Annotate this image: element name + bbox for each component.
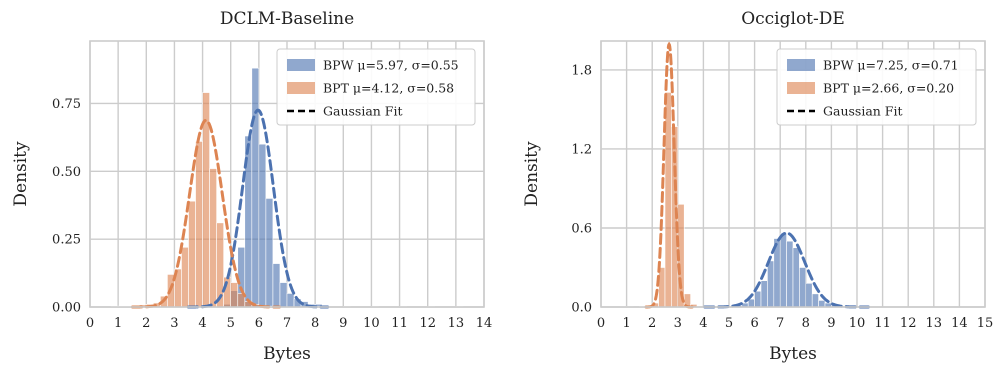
x-tick-label: 13 bbox=[926, 316, 943, 331]
histogram-bar-bpt bbox=[196, 141, 203, 307]
x-tick-label: 3 bbox=[170, 316, 178, 331]
x-tick-label: 0 bbox=[86, 316, 94, 331]
histogram-bar-bpt bbox=[659, 267, 665, 307]
legend-entry-fit: Gaussian Fit bbox=[823, 104, 903, 119]
legend-swatch-bpt bbox=[287, 82, 315, 94]
x-tick-label: 11 bbox=[874, 316, 891, 331]
histogram-bar-bpt bbox=[181, 247, 188, 307]
histogram-bar-bpw bbox=[793, 248, 799, 307]
x-tick-label: 14 bbox=[476, 316, 493, 331]
y-axis-label: Density bbox=[11, 141, 31, 207]
histogram-bar-bpw bbox=[748, 299, 754, 307]
x-tick-label: 10 bbox=[363, 316, 380, 331]
y-tick-label: 0.50 bbox=[52, 165, 81, 180]
legend: BPW μ=7.25, σ=0.71 BPT μ=2.66, σ=0.20 Gaus… bbox=[777, 49, 976, 125]
legend-swatch-bpw bbox=[787, 59, 815, 71]
y-tick-label: 1.2 bbox=[571, 142, 592, 157]
histogram-bar-bpw bbox=[806, 283, 812, 307]
legend-entry-bpw: BPW μ=7.25, σ=0.71 bbox=[823, 58, 959, 73]
y-tick-label: 1.8 bbox=[571, 63, 592, 78]
histogram-bar-bpw bbox=[280, 283, 287, 307]
histogram-bar-bpt bbox=[189, 201, 196, 307]
y-tick-label: 0.25 bbox=[52, 233, 81, 248]
histogram-bar-bpw bbox=[812, 294, 818, 307]
x-tick-label: 1 bbox=[114, 316, 122, 331]
x-tick-label: 9 bbox=[827, 316, 835, 331]
chart-title: DCLM-Baseline bbox=[220, 9, 354, 29]
histogram-bar-bpw bbox=[755, 291, 761, 307]
histogram-bar-bpw bbox=[787, 241, 793, 307]
x-tick-label: 6 bbox=[255, 316, 263, 331]
y-tick-label: 0.75 bbox=[52, 97, 81, 112]
histogram-bar-bpw bbox=[259, 144, 266, 307]
histogram-bar-bpw bbox=[273, 264, 280, 307]
histogram-bar-bpt bbox=[231, 283, 238, 307]
x-tick-label: 9 bbox=[339, 316, 347, 331]
x-tick-label: 7 bbox=[283, 316, 291, 331]
histogram-bar-bpw bbox=[761, 281, 767, 307]
legend-entry-fit: Gaussian Fit bbox=[323, 104, 403, 119]
legend: BPW μ=5.97, σ=0.55 BPT μ=4.12, σ=0.58 Gaus… bbox=[277, 49, 475, 125]
histogram-bar-bpt bbox=[210, 169, 217, 307]
x-tick-label: 12 bbox=[419, 316, 436, 331]
x-tick-label: 4 bbox=[699, 316, 707, 331]
chart-title: Occiglot-DE bbox=[741, 9, 845, 29]
x-axis-label: Bytes bbox=[263, 344, 311, 364]
histogram-bar-bpw bbox=[780, 233, 786, 307]
y-axis-label: Density bbox=[522, 141, 542, 207]
x-tick-label: 11 bbox=[391, 316, 408, 331]
x-tick-label: 2 bbox=[648, 316, 656, 331]
histogram-bar-bpw bbox=[252, 68, 259, 307]
x-tick-label: 13 bbox=[448, 316, 465, 331]
histogram-bar-bpw bbox=[819, 300, 825, 307]
legend-entry-bpw: BPW μ=5.97, σ=0.55 bbox=[323, 58, 459, 73]
histogram-bar-bpw bbox=[799, 267, 805, 307]
x-tick-label: 6 bbox=[750, 316, 758, 331]
x-tick-label: 8 bbox=[311, 316, 319, 331]
legend-swatch-bpt bbox=[787, 82, 815, 94]
x-tick-label: 5 bbox=[725, 316, 733, 331]
y-tick-label: 0.00 bbox=[52, 301, 81, 316]
x-tick-label: 10 bbox=[849, 316, 866, 331]
x-axis-label: Bytes bbox=[769, 344, 817, 364]
legend-entry-bpt: BPT μ=4.12, σ=0.58 bbox=[323, 81, 454, 96]
x-tick-label: 7 bbox=[776, 316, 784, 331]
x-tick-label: 12 bbox=[900, 316, 917, 331]
x-tick-label: 8 bbox=[802, 316, 810, 331]
histogram-bar-bpw bbox=[767, 261, 773, 307]
x-tick-label: 0 bbox=[597, 316, 605, 331]
y-tick-label: 0.0 bbox=[571, 301, 592, 316]
x-tick-label: 4 bbox=[198, 316, 206, 331]
x-tick-label: 3 bbox=[674, 316, 682, 331]
legend-swatch-bpw bbox=[287, 59, 315, 71]
x-tick-label: 14 bbox=[951, 316, 968, 331]
histogram-bar-bpw bbox=[266, 198, 273, 307]
x-tick-label: 1 bbox=[622, 316, 630, 331]
legend-entry-bpt: BPT μ=2.66, σ=0.20 bbox=[823, 81, 954, 96]
x-tick-label: 15 bbox=[977, 316, 994, 331]
histogram-bar-bpw bbox=[287, 293, 294, 307]
x-tick-label: 5 bbox=[227, 316, 235, 331]
x-tick-label: 2 bbox=[142, 316, 150, 331]
y-tick-label: 0.6 bbox=[571, 221, 592, 236]
